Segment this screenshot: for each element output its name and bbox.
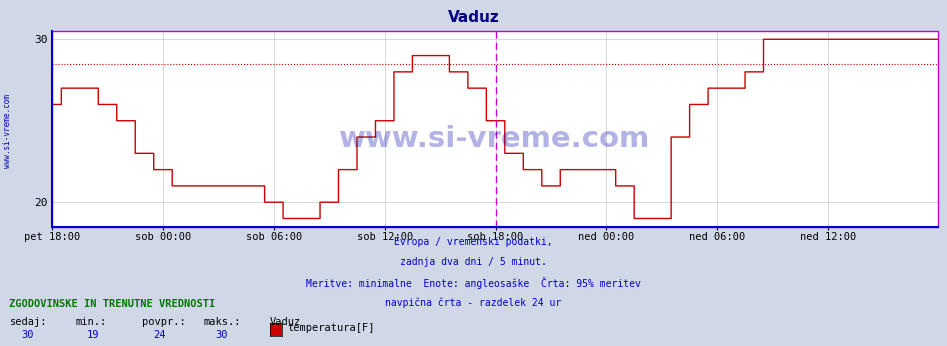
Text: 30: 30 [21, 330, 33, 340]
Text: Vaduz: Vaduz [270, 317, 301, 327]
Text: www.si-vreme.com: www.si-vreme.com [3, 94, 12, 169]
Text: temperatura[F]: temperatura[F] [287, 323, 374, 333]
Text: ZGODOVINSKE IN TRENUTNE VREDNOSTI: ZGODOVINSKE IN TRENUTNE VREDNOSTI [9, 299, 216, 309]
Text: min.:: min.: [76, 317, 107, 327]
Text: Evropa / vremenski podatki,: Evropa / vremenski podatki, [394, 237, 553, 247]
Text: Vaduz: Vaduz [448, 10, 499, 25]
Text: maks.:: maks.: [204, 317, 241, 327]
Text: Meritve: minimalne  Enote: angleosaške  Črta: 95% meritev: Meritve: minimalne Enote: angleosaške Čr… [306, 277, 641, 289]
Text: 19: 19 [87, 330, 99, 340]
Text: zadnja dva dni / 5 minut.: zadnja dva dni / 5 minut. [400, 257, 547, 267]
Text: sedaj:: sedaj: [9, 317, 47, 327]
Text: www.si-vreme.com: www.si-vreme.com [339, 125, 651, 153]
Text: 30: 30 [215, 330, 227, 340]
Text: povpr.:: povpr.: [142, 317, 186, 327]
Text: navpična črta - razdelek 24 ur: navpična črta - razdelek 24 ur [385, 297, 562, 308]
Text: 24: 24 [153, 330, 166, 340]
